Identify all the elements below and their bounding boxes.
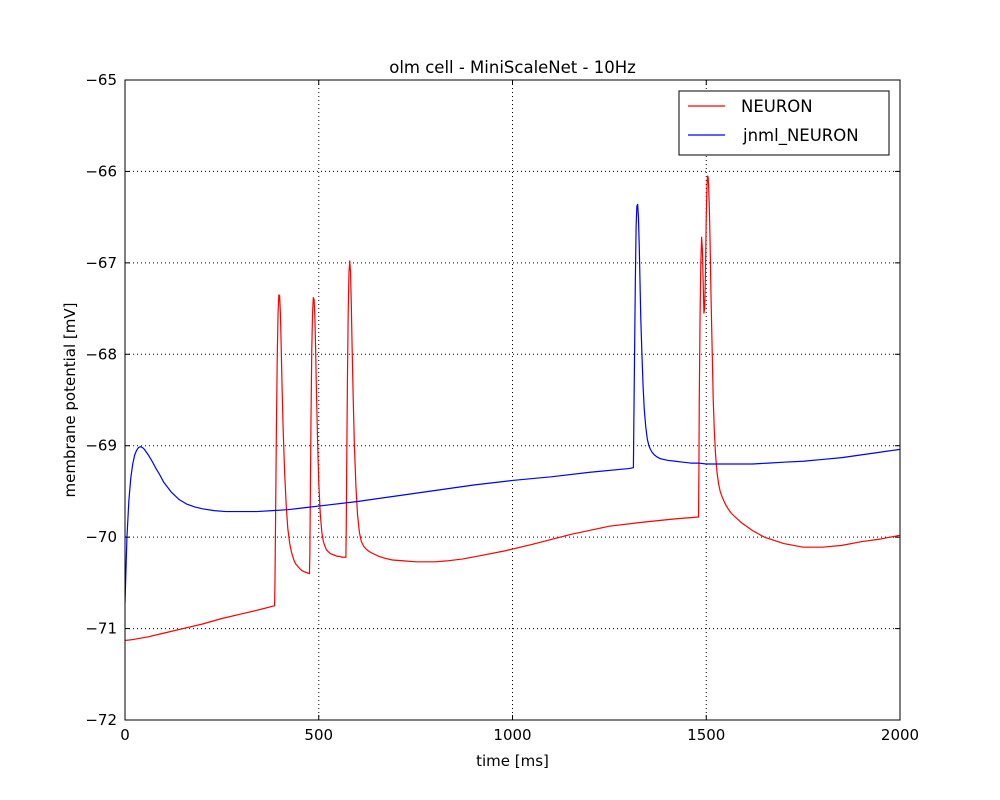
y-tick-label: −68 <box>85 345 117 363</box>
grid <box>125 80 900 720</box>
x-tick-label: 2000 <box>881 726 919 744</box>
y-tick-label: −66 <box>85 162 117 180</box>
x-tick-label: 1000 <box>493 726 531 744</box>
y-tick-label: −65 <box>85 71 117 89</box>
legend: NEURON jnml_NEURON <box>678 90 890 156</box>
legend-label-neuron: NEURON <box>741 97 813 116</box>
x-tick-label: 500 <box>304 726 333 744</box>
series-layer <box>125 175 900 642</box>
ticks: 0 500 1000 1500 2000 −72 −71 −70 −69 −68 −67 −66 −65 <box>85 71 919 744</box>
chart-title: olm cell - MiniScaleNet - 10Hz <box>389 58 636 77</box>
y-tick-label: −69 <box>85 437 117 455</box>
y-axis-label: membrane potential [mV] <box>61 303 79 498</box>
legend-label-jnml-neuron: jnml_NEURON <box>742 126 859 146</box>
series-line-neuron <box>125 175 900 642</box>
x-axis-label: time [ms] <box>476 752 549 770</box>
y-tick-label: −70 <box>85 528 117 546</box>
y-tick-label: −71 <box>85 620 117 638</box>
y-tick-label: −72 <box>85 711 117 729</box>
x-tick-label: 0 <box>120 726 130 744</box>
y-tick-label: −67 <box>85 254 117 272</box>
series-line-jnml-neuron <box>125 203 900 603</box>
x-tick-label: 1500 <box>687 726 725 744</box>
legend-frame <box>678 90 890 156</box>
